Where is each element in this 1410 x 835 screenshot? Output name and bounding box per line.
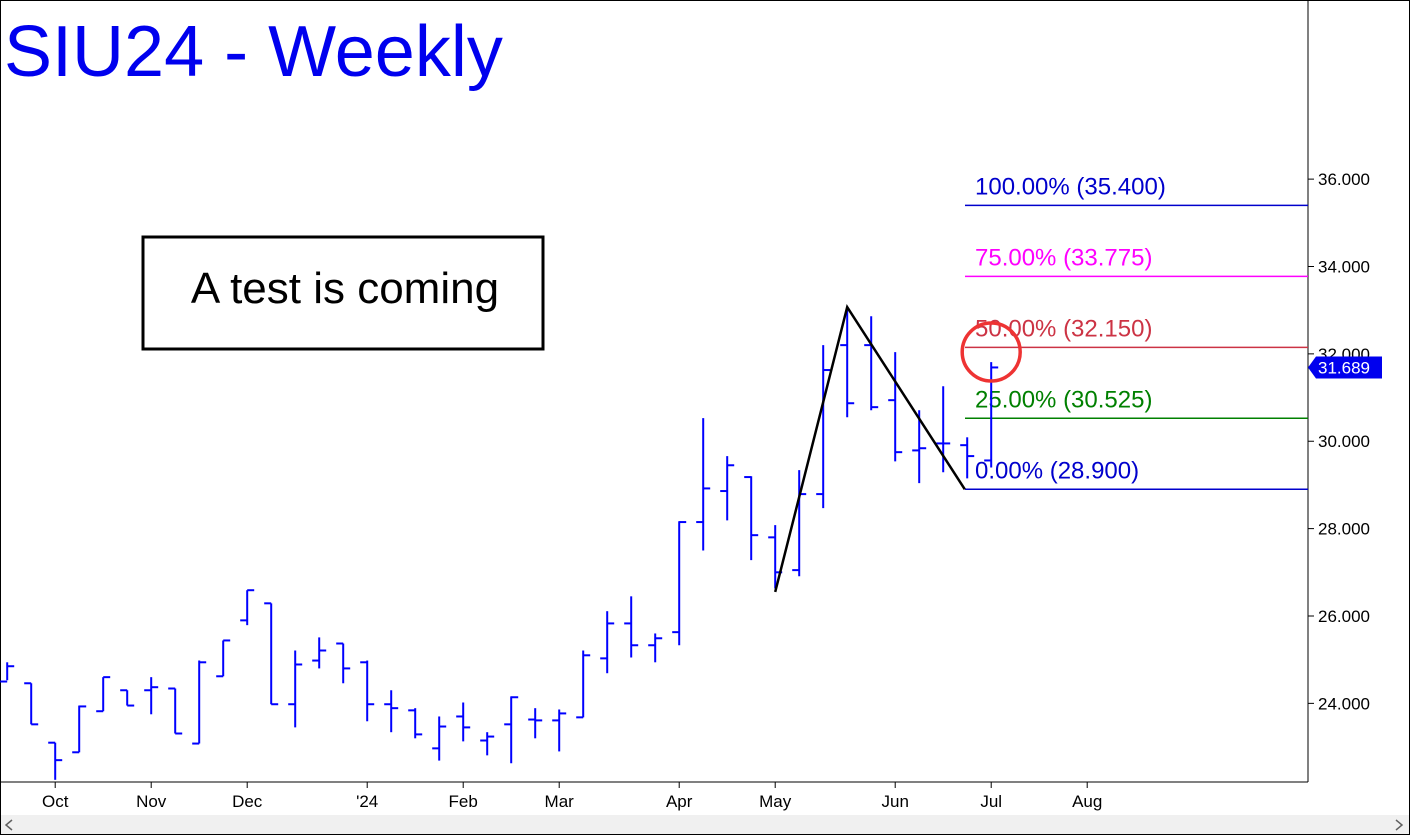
y-tick-label: 30.000 bbox=[1318, 432, 1370, 451]
x-tick-label: Dec bbox=[232, 792, 263, 811]
x-tick-label: Aug bbox=[1072, 792, 1102, 811]
annotation-box bbox=[141, 235, 545, 351]
y-tick-label: 36.000 bbox=[1318, 170, 1370, 189]
x-tick-label: Jun bbox=[881, 792, 908, 811]
annotation-text: A test is coming bbox=[191, 264, 499, 313]
last-price-tag bbox=[1308, 356, 1382, 379]
fib-label: 0.00% (28.900) bbox=[975, 457, 1139, 484]
last-price-label: 31.689 bbox=[1318, 358, 1370, 377]
x-tick-label: Nov bbox=[136, 792, 167, 811]
scrollbar[interactable] bbox=[1, 815, 1409, 834]
x-tick-label: Apr bbox=[666, 792, 693, 811]
scroll-right[interactable] bbox=[1395, 819, 1404, 831]
zigzag-line bbox=[773, 304, 966, 593]
y-tick-label: 28.000 bbox=[1318, 520, 1370, 539]
scroll-left[interactable] bbox=[4, 819, 13, 831]
fib-label: 100.00% (35.400) bbox=[975, 173, 1166, 200]
highlight-circle bbox=[960, 321, 1022, 383]
x-tick-label: May bbox=[759, 792, 792, 811]
x-tick-label: Jul bbox=[980, 792, 1002, 811]
x-tick-label: '24 bbox=[356, 792, 378, 811]
x-tick-label: Feb bbox=[449, 792, 478, 811]
x-tick-label: Mar bbox=[545, 792, 575, 811]
x-tick-label: Oct bbox=[42, 792, 69, 811]
scrollbar-track[interactable] bbox=[1, 815, 1409, 834]
y-tick-label: 34.000 bbox=[1318, 257, 1370, 276]
y-tick-label: 24.000 bbox=[1318, 694, 1370, 713]
fib-label: 75.00% (33.775) bbox=[975, 244, 1152, 271]
fib-label: 50.00% (32.150) bbox=[975, 315, 1152, 342]
y-tick-label: 26.000 bbox=[1318, 607, 1370, 626]
fib-label: 25.00% (30.525) bbox=[975, 386, 1152, 413]
chart-title: SIU24 - Weekly bbox=[4, 12, 503, 92]
